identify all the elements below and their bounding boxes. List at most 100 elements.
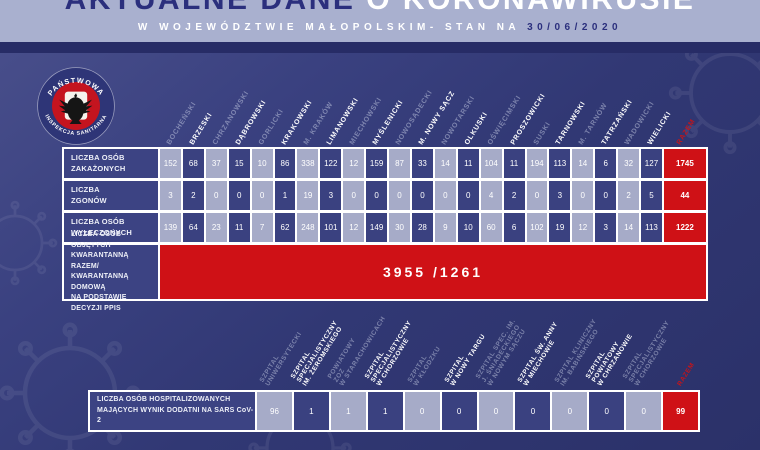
row-label: LICZBA OSÓB HOSPITALIZOWANYCH MAJĄCYCH W… (90, 392, 255, 430)
value-cell: 3 (549, 181, 570, 210)
county-column-header: SUSKI (532, 121, 552, 146)
hospital-column-header: SZPITAL W KŁODZKU (407, 342, 443, 388)
value-cell: 14 (572, 149, 593, 178)
value-cell: 152 (160, 149, 181, 178)
value-cell: 0 (389, 181, 410, 210)
value-cell: 19 (297, 181, 318, 210)
value-cell: 19 (549, 213, 570, 242)
value-cell: 2 (618, 181, 639, 210)
value-cell: 6 (504, 213, 525, 242)
value-cell: 3 (595, 213, 616, 242)
value-cell: 12 (343, 149, 364, 178)
value-cell: 11 (504, 149, 525, 178)
value-cell: 12 (572, 213, 593, 242)
value-cell: 96 (257, 392, 292, 430)
value-cell: 1 (275, 181, 296, 210)
value-cell: 15 (229, 149, 250, 178)
value-cell: 33 (412, 149, 433, 178)
value-cell: 10 (252, 149, 273, 178)
value-cell: 194 (527, 149, 548, 178)
value-cell: 30 (389, 213, 410, 242)
value-cell: 248 (297, 213, 318, 242)
value-cell: 64 (183, 213, 204, 242)
value-cell: 0 (626, 392, 661, 430)
value-cell: 37 (206, 149, 227, 178)
value-cell: 0 (589, 392, 624, 430)
value-cell: 87 (389, 149, 410, 178)
value-cell: 3 (320, 181, 341, 210)
value-cell: 60 (481, 213, 502, 242)
panstwowa-inspekcja-sanitarna-logo: PAŃSTWOWA INSPEKCJA SANITARNA (36, 66, 116, 146)
row-label: LICZBA ZGONÓW (64, 181, 158, 210)
table-row: LICZBA OSÓB WYLECZONYCH13964231176224810… (64, 213, 706, 242)
subtitle-text: W WOJEWÓDZTWIE MAŁOPOLSKIM- STAN NA (138, 22, 520, 33)
value-cell: 9 (435, 213, 456, 242)
value-cell: 28 (412, 213, 433, 242)
value-cell: 0 (366, 181, 387, 210)
quarantine-total-banner: 3955 /1261 (160, 245, 706, 299)
value-cell: 139 (160, 213, 181, 242)
covid-infographic-poster: AKTUALNE DANE O KORONAWIRUSIE W WOJEWÓDZ… (0, 0, 760, 450)
value-cell: 0 (442, 392, 477, 430)
row-label: LICZBA OSÓB ZAKAŻONYCH (64, 149, 158, 178)
value-cell: 0 (412, 181, 433, 210)
value-cell: 14 (618, 213, 639, 242)
value-cell: 1 (294, 392, 329, 430)
value-cell: 0 (572, 181, 593, 210)
value-cell: 6 (595, 149, 616, 178)
value-cell: 113 (641, 213, 662, 242)
value-cell: 0 (458, 181, 479, 210)
value-cell: 0 (252, 181, 273, 210)
value-cell: 0 (405, 392, 440, 430)
value-cell: 1 (331, 392, 366, 430)
value-cell: 102 (527, 213, 548, 242)
value-cell: 0 (435, 181, 456, 210)
value-cell: 0 (479, 392, 514, 430)
value-cell: 0 (595, 181, 616, 210)
value-cell: 7 (252, 213, 273, 242)
value-cell: 62 (275, 213, 296, 242)
value-cell: 2 (504, 181, 525, 210)
county-data-table: LICZBA OSÓB ZAKAŻONYCH152683715108633812… (62, 147, 708, 301)
value-cell: 14 (435, 149, 456, 178)
county-column-header: WIELICKI (647, 110, 673, 146)
report-date: 30/06/2020 (527, 22, 622, 33)
value-cell: 0 (229, 181, 250, 210)
value-cell: 2 (183, 181, 204, 210)
value-cell: 3 (160, 181, 181, 210)
value-cell: 127 (641, 149, 662, 178)
row-total-cell: 44 (664, 181, 706, 210)
row-total-cell: 99 (663, 392, 698, 430)
value-cell: 5 (641, 181, 662, 210)
subtitle: W WOJEWÓDZTWIE MAŁOPOLSKIM- STAN NA 30/0… (0, 22, 760, 33)
value-cell: 23 (206, 213, 227, 242)
value-cell: 1 (368, 392, 403, 430)
value-cell: 338 (297, 149, 318, 178)
value-cell: 0 (552, 392, 587, 430)
hospital-headers-strip: SZPITAL UNIWERSYTECKISZPITAL SPECJALISTY… (257, 298, 698, 388)
value-cell: 0 (206, 181, 227, 210)
value-cell: 11 (229, 213, 250, 242)
value-cell: 159 (366, 149, 387, 178)
table-row: LICZBA OSÓB ZAKAŻONYCH152683715108633812… (64, 149, 706, 178)
value-cell: 122 (320, 149, 341, 178)
county-headers-strip: BOCHEŃSKIBRZESKICHRZANOWSKIDĄBROWSKIGORL… (160, 56, 706, 146)
header-band: AKTUALNE DANE O KORONAWIRUSIE W WOJEWÓDZ… (0, 0, 760, 42)
value-cell: 4 (481, 181, 502, 210)
title-part-navy: AKTUALNE DANE (65, 0, 356, 16)
razem-column-header: RAZEM (677, 362, 697, 388)
value-cell: 0 (343, 181, 364, 210)
quarantine-row: LICZBA OSÓB OBJĘTYCH KWARANTANNĄ RAZEM/ … (64, 245, 706, 299)
row-label: LICZBA OSÓB OBJĘTYCH KWARANTANNĄ RAZEM/ … (64, 245, 158, 299)
row-total-cell: 1745 (664, 149, 706, 178)
table-row: LICZBA ZGONÓW3200011930000004203002544 (64, 181, 706, 210)
county-column-header: BRZESKI (189, 111, 215, 146)
hospitalized-row: LICZBA OSÓB HOSPITALIZOWANYCH MAJĄCYCH W… (90, 392, 698, 430)
value-cell: 68 (183, 149, 204, 178)
value-cell: 0 (527, 181, 548, 210)
hospital-column-header: SZPITAL SPECJALISTYCZNY W CHORZOWIE (623, 317, 678, 388)
value-cell: 32 (618, 149, 639, 178)
value-cell: 0 (515, 392, 550, 430)
value-cell: 101 (320, 213, 341, 242)
value-cell: 149 (366, 213, 387, 242)
